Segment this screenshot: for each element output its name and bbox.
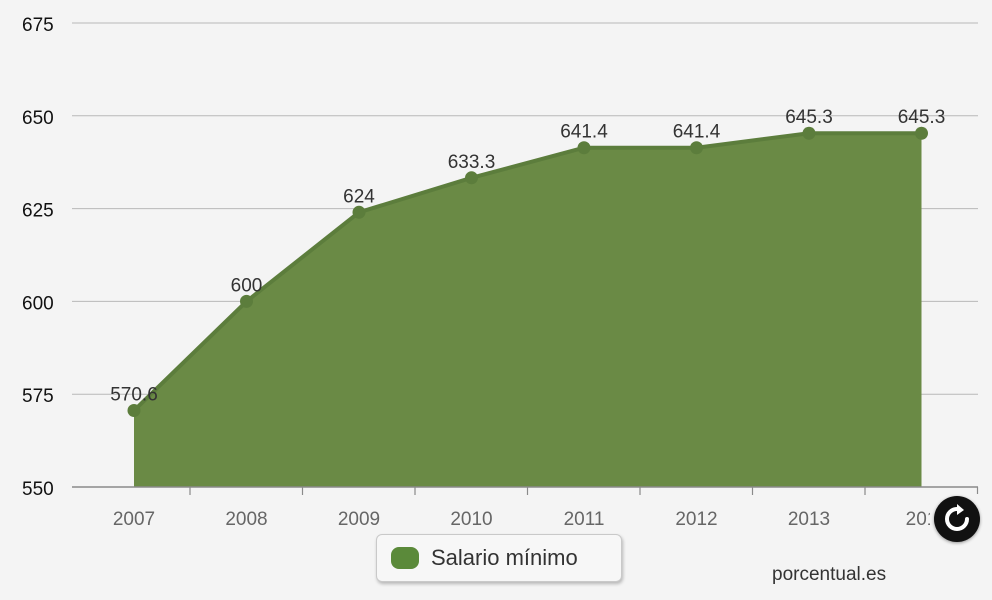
data-point	[802, 126, 816, 140]
y-axis-ticks: 550 575 600 625 650 675	[22, 15, 54, 500]
x-tick-label: 2007	[113, 509, 155, 530]
x-tick-label: 2010	[450, 509, 492, 530]
data-label: 633.3	[448, 152, 496, 173]
data-point	[915, 126, 928, 140]
legend-label: Salario mínimo	[431, 545, 578, 570]
x-tick-label: 2012	[675, 509, 717, 530]
series-points	[127, 126, 928, 418]
data-label: 641.4	[673, 122, 721, 143]
refresh-icon	[934, 496, 980, 542]
data-point	[690, 141, 703, 155]
data-point	[240, 294, 253, 308]
data-point	[577, 141, 591, 155]
data-label: 624	[343, 186, 375, 207]
x-tick-label: 2013	[788, 509, 830, 530]
y-tick-label: 625	[22, 201, 54, 222]
y-tick-label: 600	[22, 293, 54, 314]
data-label: 570.6	[110, 385, 158, 406]
data-label: 641.4	[560, 122, 608, 143]
series-line	[132, 131, 922, 412]
series-area	[132, 131, 922, 487]
area-fill	[134, 133, 922, 487]
y-tick-label: 575	[22, 386, 54, 407]
x-tick-label: 2011	[564, 509, 605, 530]
data-label: 645.3	[898, 107, 946, 128]
data-labels: 570.6 600 624 633.3 641.4 641.4 645.3 645.3	[110, 107, 945, 405]
x-tick-label: 201	[906, 509, 938, 530]
data-point	[127, 404, 141, 418]
data-label: 645.3	[785, 107, 833, 128]
data-label: 600	[231, 275, 263, 296]
credit-text[interactable]: porcentual.es	[772, 564, 887, 585]
y-tick-label: 650	[22, 108, 54, 129]
x-axis	[72, 486, 979, 495]
data-point	[465, 171, 478, 185]
chart-legend[interactable]: Salario mínimo	[376, 534, 622, 582]
legend-swatch	[391, 547, 419, 569]
x-tick-label: 2009	[338, 509, 380, 530]
y-tick-label: 675	[22, 15, 54, 36]
data-point	[352, 205, 366, 219]
refresh-button[interactable]	[930, 494, 984, 544]
y-tick-label: 550	[22, 479, 54, 500]
x-tick-label: 2008	[225, 509, 267, 530]
x-axis-ticks: 2007 2008 2009 2010 2011 2012 2013 201	[113, 509, 937, 530]
